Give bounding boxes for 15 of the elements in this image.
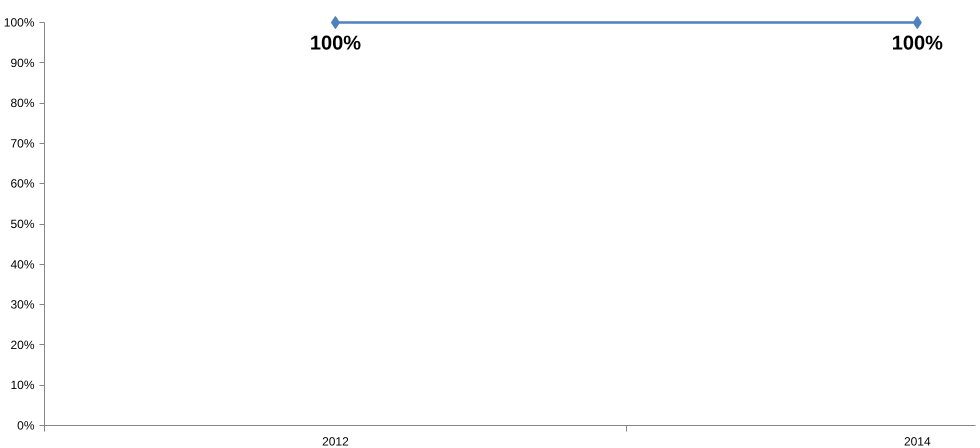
y-tick-label: 100% (4, 16, 35, 30)
y-tick-label: 50% (10, 217, 35, 232)
x-tick-label: 2012 (322, 434, 350, 448)
y-tick-label: 10% (10, 378, 35, 392)
y-tick-label: 80% (10, 96, 35, 110)
y-tick-label: 20% (10, 338, 35, 352)
x-tick-label: 2014 (904, 434, 931, 448)
y-tick-label: 30% (10, 298, 35, 312)
y-tick-label: 90% (10, 56, 35, 70)
y-tick-label: 60% (10, 176, 35, 191)
text: 100% (310, 32, 362, 55)
y-tick-label: 70% (10, 136, 35, 150)
y-tick-label: 40% (10, 257, 35, 272)
y-tick-label: 0% (17, 418, 35, 432)
text: 100% (892, 32, 943, 55)
